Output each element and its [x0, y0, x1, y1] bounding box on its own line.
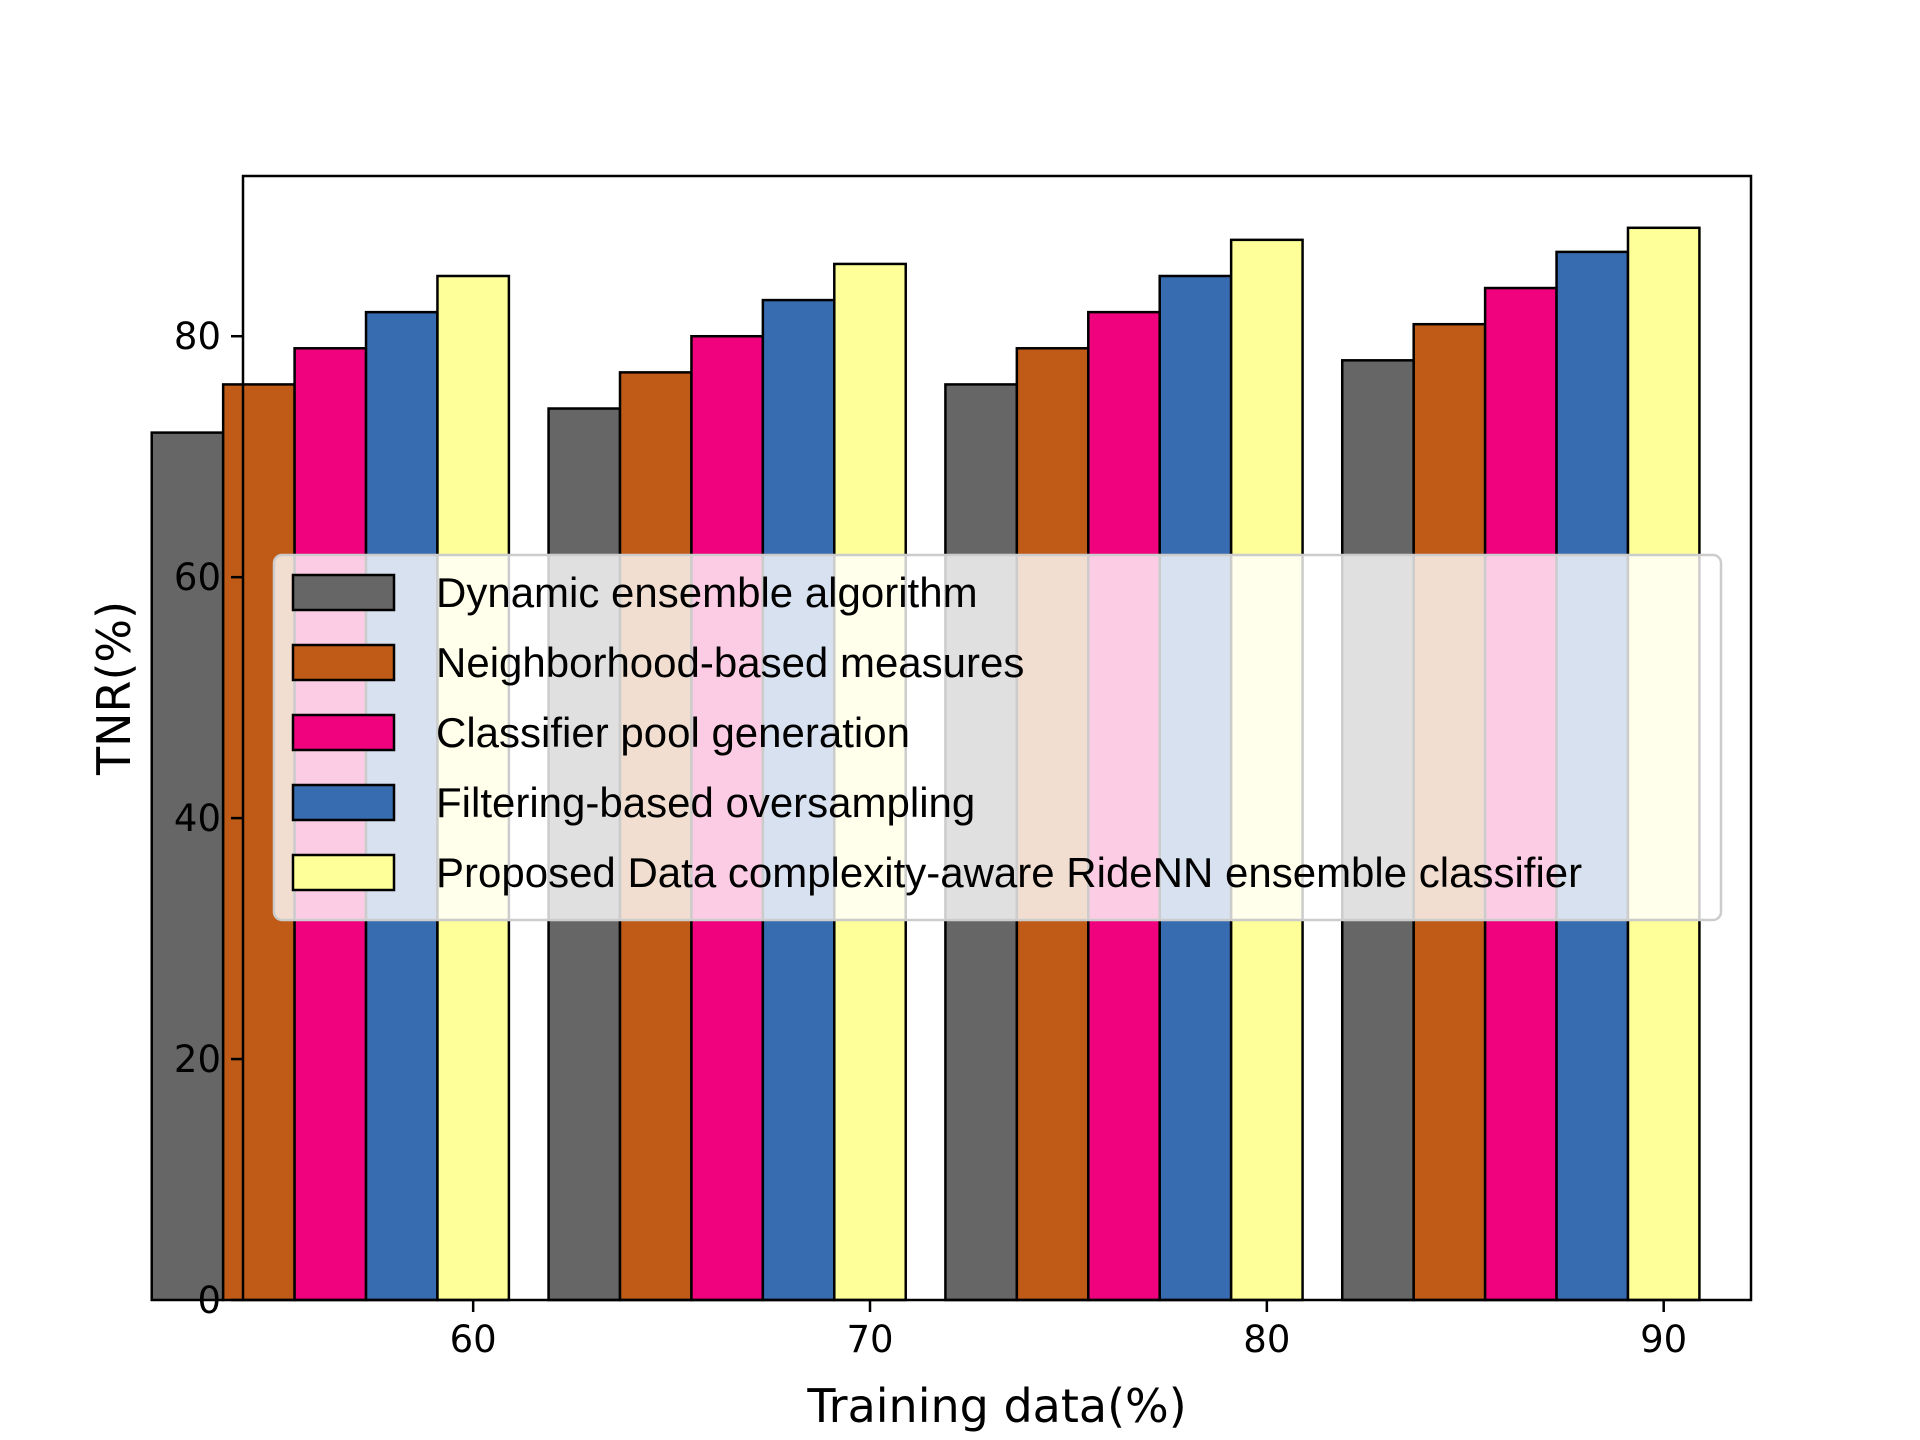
y-axis-title: TNR(%): [87, 601, 141, 776]
legend-box: [272, 553, 1723, 922]
legend-label-3: Classifier pool generation: [436, 709, 910, 756]
x-tick-label: 70: [846, 1318, 893, 1361]
x-tick-label: 90: [1640, 1318, 1687, 1361]
x-axis-title: Training data(%): [806, 1379, 1186, 1433]
y-tick-label: 20: [174, 1038, 221, 1081]
y-tick-label: 0: [197, 1279, 221, 1322]
y-tick-label: 80: [174, 315, 221, 358]
plot-frame: [241, 174, 1753, 1302]
bar-1-60: [150, 431, 225, 1302]
y-tick-label: 60: [174, 556, 221, 599]
legend: Dynamic ensemble algorithm Neighborhood-b…: [272, 553, 1723, 922]
x-tick-label: 60: [450, 1318, 497, 1361]
legend-label-1: Dynamic ensemble algorithm: [436, 569, 978, 616]
x-tick-label: 80: [1243, 1318, 1290, 1361]
y-tick-label: 40: [174, 797, 221, 840]
legend-swatch-3: [291, 713, 396, 752]
axes-layer: 0 20 40 60 80 60 70 80 90: [174, 315, 1687, 1361]
legend-swatch-1: [291, 573, 396, 612]
legend-swatch-4: [291, 783, 396, 822]
legend-label-5: Proposed Data complexity-aware RideNN en…: [436, 849, 1582, 896]
legend-label-4: Filtering-based oversampling: [436, 779, 975, 826]
legend-swatch-5: [291, 853, 396, 892]
legend-label-2: Neighborhood-based measures: [436, 639, 1024, 686]
legend-swatch-2: [291, 643, 396, 682]
